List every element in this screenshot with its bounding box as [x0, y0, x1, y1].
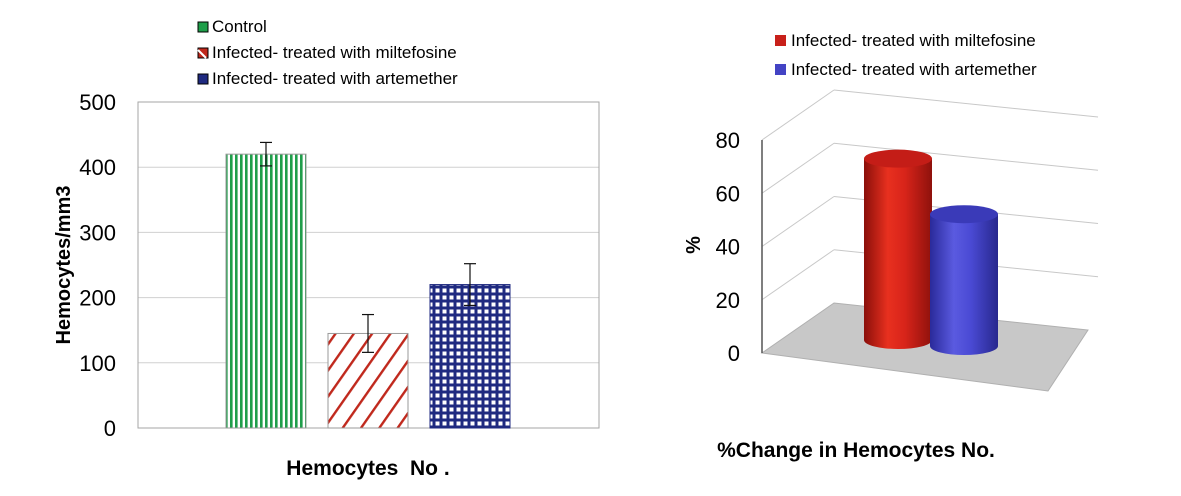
legend-swatch	[197, 21, 209, 33]
legend-swatch	[775, 64, 786, 75]
legend-swatch	[197, 47, 209, 59]
legend-label: Infected- treated with miltefosine	[212, 43, 457, 62]
bar-3	[429, 284, 511, 429]
y-tick-label: 60	[716, 181, 740, 206]
legend-label: Infected- treated with artemether	[791, 60, 1037, 79]
legend-swatch	[775, 35, 786, 46]
legend: Control Infected- treated with miltefosin…	[197, 17, 458, 88]
y-axis-label: %	[683, 236, 705, 254]
x-axis-label: Hemocytes No .	[286, 457, 449, 480]
gridline-side	[761, 249, 835, 301]
gridline-side	[761, 142, 835, 194]
y-axis-ticks: 0 100 200 300 400 500	[79, 90, 116, 441]
y-tick-label: 300	[79, 220, 116, 245]
y-tick-label: 400	[79, 155, 116, 180]
y-axis-ticks: 0 20 40 60 80	[716, 128, 740, 366]
cylinder-1	[864, 158, 932, 349]
y-tick-label: 100	[79, 351, 116, 376]
percent-change-chart: 0 20 40 60 80 Infected- treated with miltefo…	[683, 31, 1099, 462]
bar-1	[225, 153, 307, 429]
cylinder-2	[930, 214, 998, 355]
floor	[760, 302, 1089, 392]
hemocyte-count-chart: 0 100 200 300 400 500 Control Infected- treate…	[53, 17, 600, 480]
y-tick-label: 200	[79, 286, 116, 311]
gridline-back	[833, 89, 1099, 118]
y-tick-label: 0	[104, 416, 116, 441]
gridline-back	[833, 142, 1099, 171]
legend: Infected- treated with miltefosine Infect…	[775, 31, 1037, 79]
gridline-side	[761, 89, 835, 141]
bars	[225, 141, 511, 429]
cylinder-top	[930, 205, 998, 224]
y-axis-label: Hemocytes/mm3	[53, 186, 75, 345]
legend-swatch-pattern	[197, 49, 207, 59]
cylinders	[864, 149, 998, 355]
y-tick-label: 40	[716, 235, 740, 260]
legend-label: Infected- treated with miltefosine	[791, 31, 1036, 50]
y-tick-label: 500	[79, 90, 116, 115]
y-tick-label: 20	[716, 288, 740, 313]
x-axis-label: %Change in Hemocytes No.	[717, 439, 995, 462]
legend-label: Control	[212, 17, 267, 36]
cylinder-top	[864, 149, 932, 168]
legend-label: Infected- treated with artemether	[212, 69, 458, 88]
legend-swatch	[197, 73, 209, 85]
y-tick-label: 80	[716, 128, 740, 153]
gridline-side	[761, 196, 835, 247]
y-tick-label: 0	[728, 341, 740, 366]
